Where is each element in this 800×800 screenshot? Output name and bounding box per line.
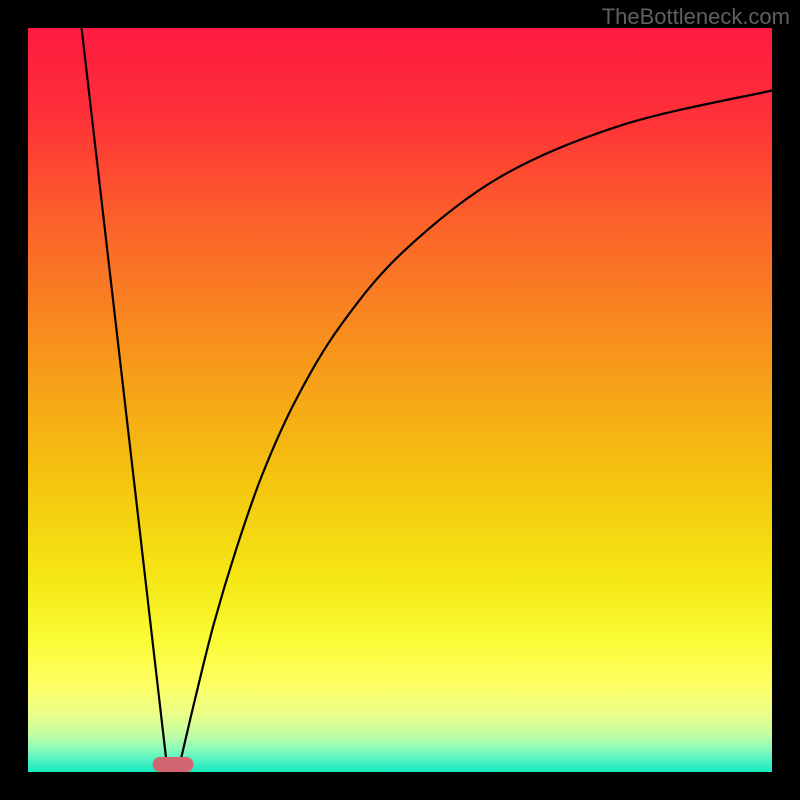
attribution-text: TheBottleneck.com bbox=[602, 4, 790, 30]
plot-area bbox=[28, 28, 772, 772]
bottleneck-chart: TheBottleneck.com bbox=[0, 0, 800, 800]
vertex-marker bbox=[153, 758, 193, 772]
chart-svg bbox=[0, 0, 800, 800]
